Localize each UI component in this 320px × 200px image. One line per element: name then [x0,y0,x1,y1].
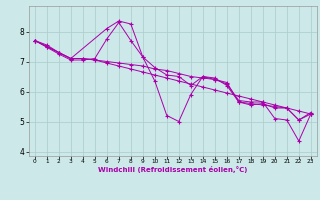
X-axis label: Windchill (Refroidissement éolien,°C): Windchill (Refroidissement éolien,°C) [98,166,247,173]
